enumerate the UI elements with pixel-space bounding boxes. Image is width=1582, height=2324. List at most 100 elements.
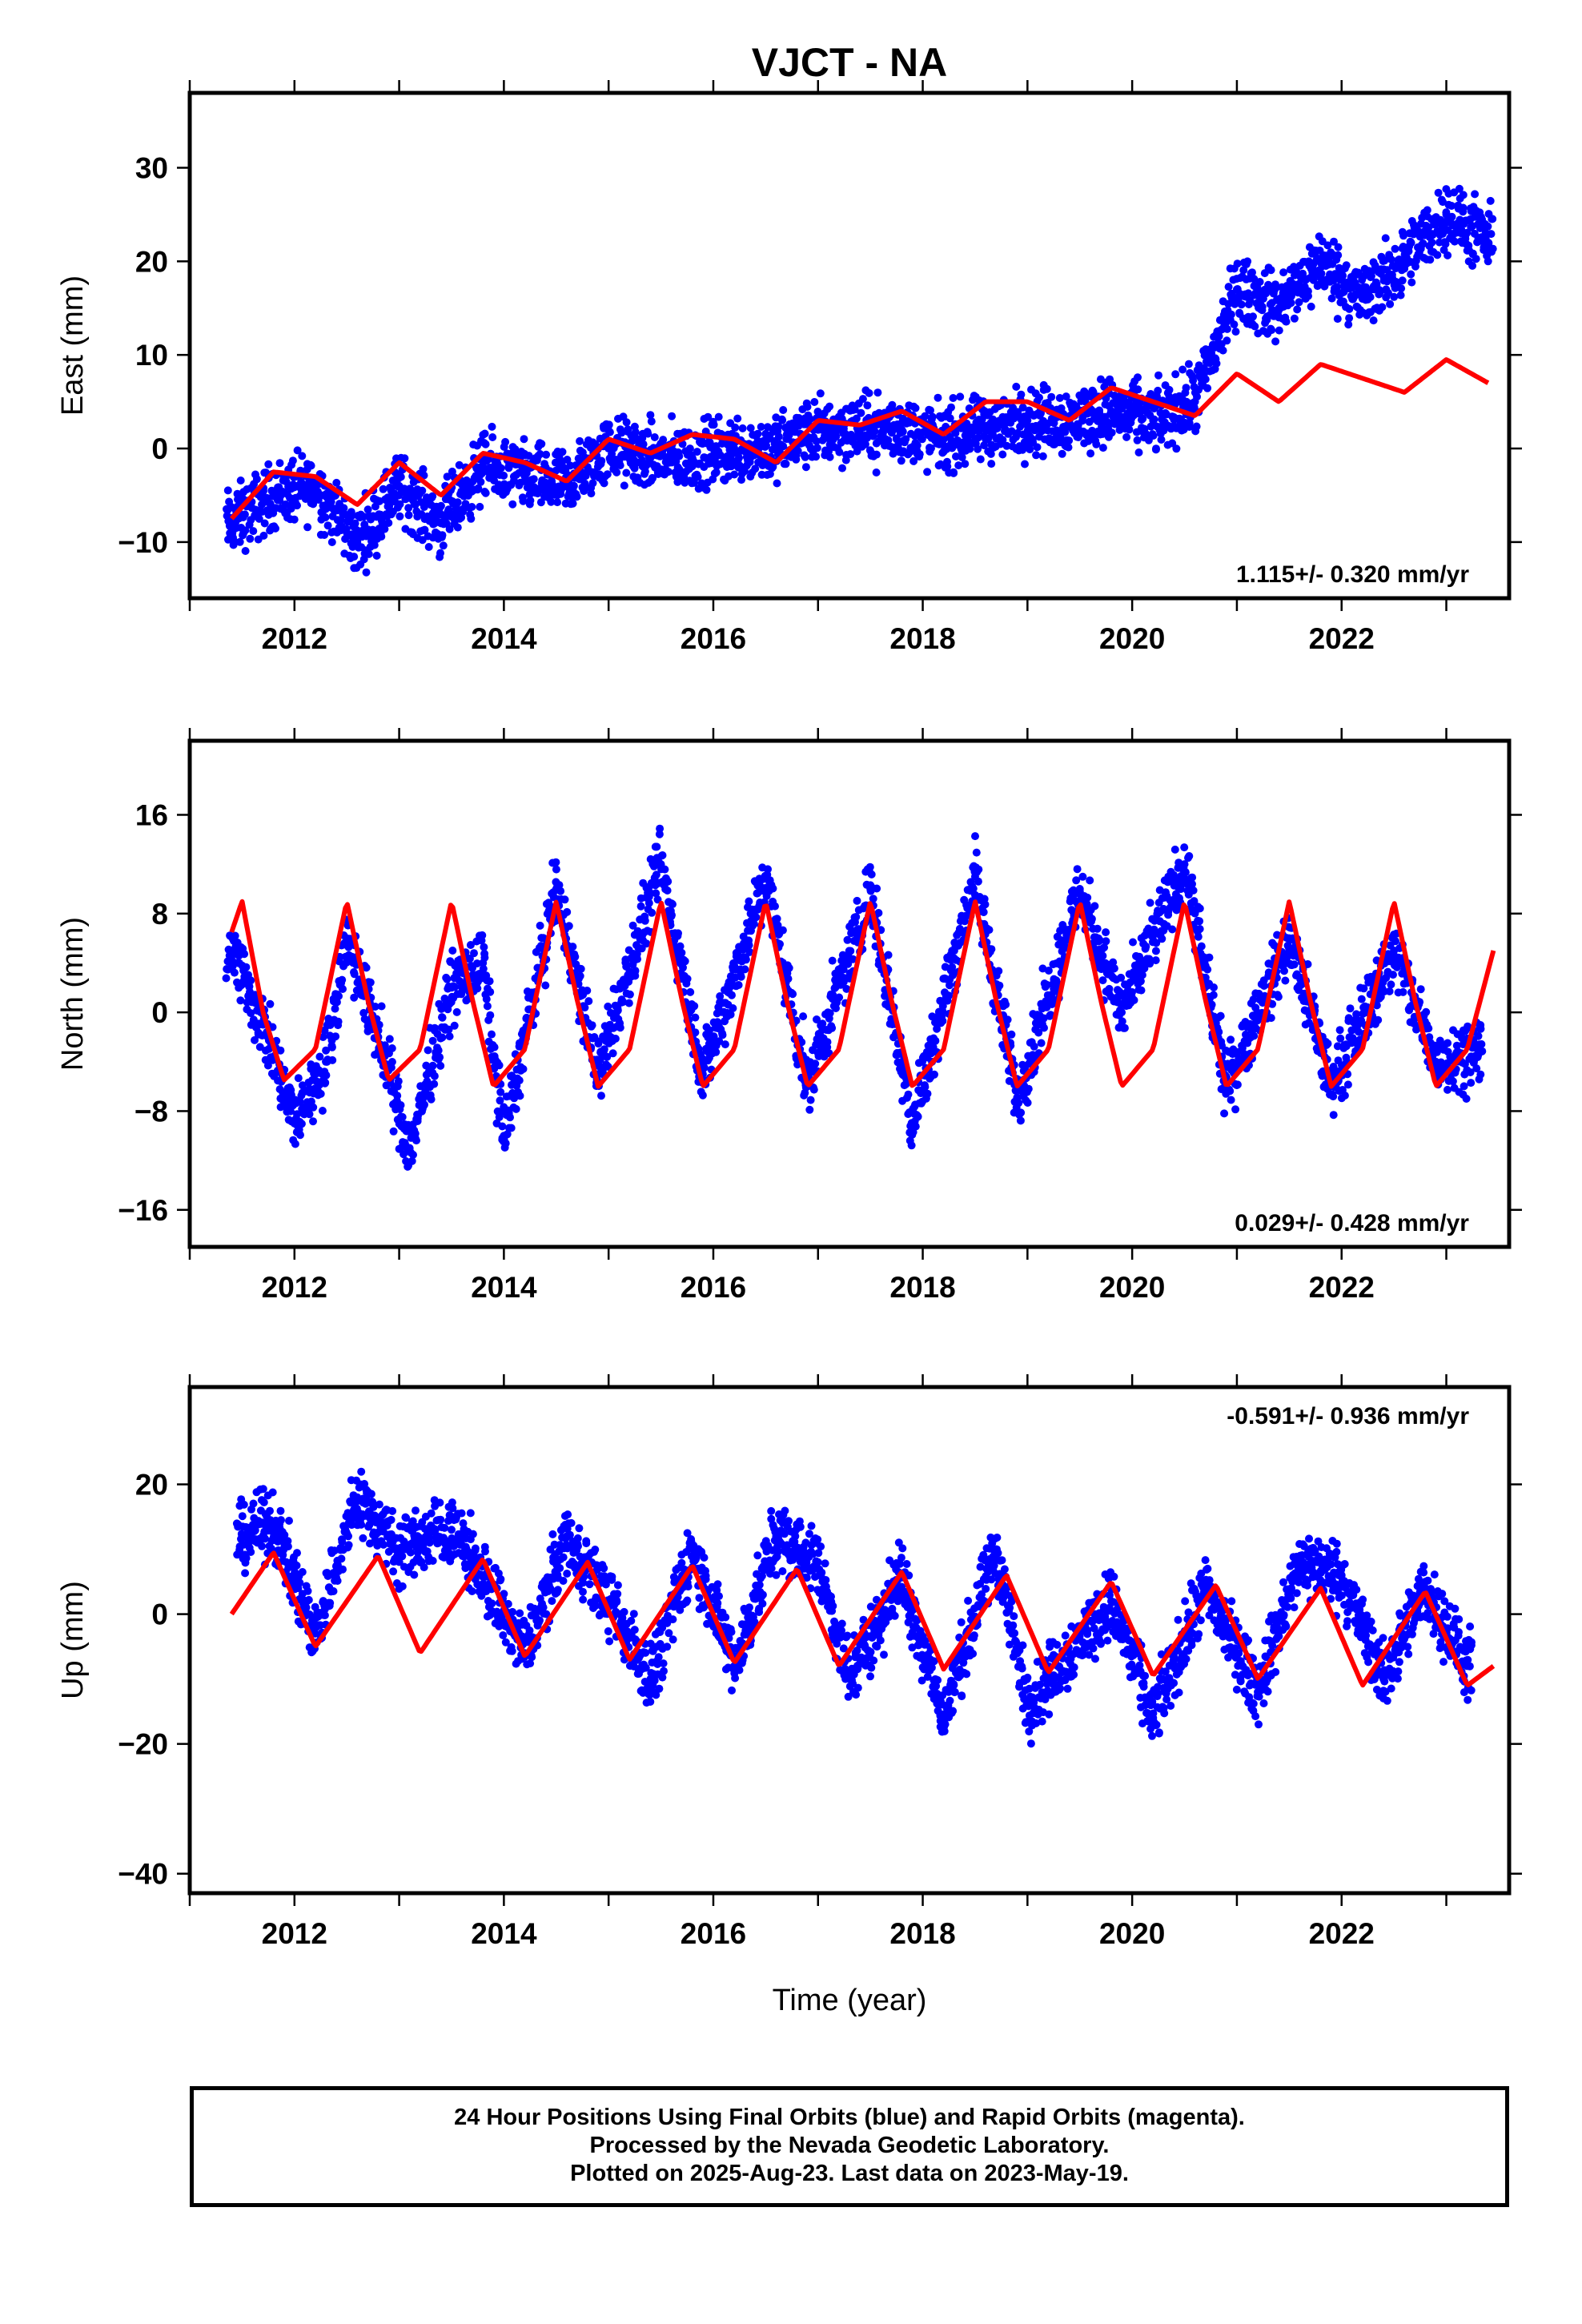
data-point (700, 1063, 709, 1072)
data-point (812, 452, 821, 461)
data-point (436, 1061, 445, 1070)
data-point (1400, 257, 1409, 266)
data-point (1227, 310, 1235, 319)
data-point (611, 1035, 620, 1043)
data-point (1122, 432, 1131, 441)
data-point (972, 848, 981, 857)
data-point (945, 991, 954, 1000)
data-point (712, 1047, 721, 1056)
data-point (1426, 255, 1435, 264)
data-point (987, 945, 996, 954)
data-point (1138, 971, 1146, 979)
data-point (396, 512, 404, 521)
data-point (737, 972, 745, 981)
data-point (1441, 239, 1450, 248)
data-point (1178, 365, 1187, 374)
data-point (1390, 292, 1399, 301)
data-point (1152, 444, 1160, 453)
data-point (741, 955, 750, 964)
data-point (931, 1036, 940, 1045)
data-point (242, 963, 251, 971)
data-point (480, 943, 488, 951)
data-point (642, 939, 651, 948)
data-point (1243, 257, 1252, 266)
data-point (943, 462, 952, 471)
data-point (1304, 292, 1312, 300)
data-point (982, 425, 990, 434)
data-point (404, 504, 413, 513)
data-point (1170, 845, 1179, 854)
data-point (584, 997, 593, 1006)
data-point (467, 514, 476, 523)
data-point (1487, 230, 1496, 239)
data-point (281, 500, 290, 509)
data-point (735, 453, 743, 462)
data-point (846, 947, 855, 955)
data-point (271, 524, 279, 533)
data-point (1044, 967, 1053, 975)
data-point (1209, 991, 1218, 999)
data-point (1273, 931, 1282, 939)
data-point (508, 500, 517, 509)
data-point (500, 471, 508, 480)
data-point (501, 1139, 510, 1148)
data-point (995, 981, 1004, 990)
rate-annotation: 1.115+/- 0.320 mm/yr (1236, 561, 1469, 588)
data-point (1471, 190, 1480, 199)
data-point (409, 1151, 417, 1159)
data-point (1335, 1026, 1344, 1035)
data-point (947, 403, 955, 412)
data-point (1233, 1080, 1242, 1089)
data-point (998, 450, 1007, 459)
data-point (1488, 215, 1497, 223)
data-point (1142, 942, 1150, 951)
data-point (263, 1061, 272, 1070)
data-point (1106, 407, 1115, 416)
data-point (436, 549, 444, 557)
data-point (564, 922, 573, 931)
data-point (1134, 448, 1143, 456)
data-point (1488, 244, 1497, 253)
data-point (1184, 360, 1193, 368)
data-point (801, 463, 810, 472)
data-point (223, 486, 232, 495)
data-point (852, 913, 861, 921)
data-point (648, 908, 656, 917)
data-point (776, 939, 784, 948)
data-point (1023, 416, 1032, 424)
data-point (1387, 271, 1396, 279)
data-point (1267, 326, 1276, 335)
data-point (921, 412, 930, 420)
data-point (1255, 278, 1264, 286)
data-point (803, 403, 812, 411)
data-point (1455, 184, 1464, 193)
data-point (966, 444, 974, 453)
data-point (1016, 1116, 1025, 1125)
data-point (773, 921, 782, 930)
data-point (1095, 936, 1104, 945)
data-point (230, 537, 239, 545)
data-point (486, 987, 495, 996)
y-tick-label: −10 (118, 526, 168, 559)
data-point (468, 503, 476, 511)
data-point (733, 414, 742, 423)
data-point (974, 433, 982, 442)
data-point (327, 497, 335, 506)
data-point (659, 436, 668, 444)
data-point (749, 919, 758, 928)
data-point (335, 991, 343, 1000)
data-point (1190, 897, 1199, 906)
data-point (438, 531, 447, 540)
data-point (424, 1046, 432, 1055)
data-point (371, 1003, 379, 1011)
data-point (774, 432, 783, 441)
data-point (440, 994, 449, 1003)
data-point (865, 862, 874, 871)
data-point (1168, 439, 1177, 448)
data-point (1042, 384, 1051, 393)
data-point (419, 464, 428, 473)
data-point (716, 992, 725, 1000)
data-point (291, 1140, 299, 1148)
data-point (474, 484, 483, 493)
data-point (1233, 259, 1242, 268)
